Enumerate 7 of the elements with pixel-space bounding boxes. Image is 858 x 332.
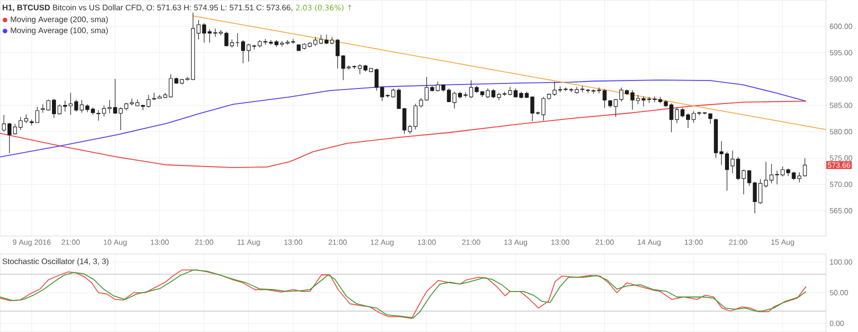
candlestick <box>614 98 618 118</box>
legend-label: Moving Average (100, sma) <box>10 27 108 35</box>
legend-label: Moving Average (200, sma) <box>10 16 108 24</box>
candlestick <box>35 106 40 124</box>
line-series <box>0 100 806 168</box>
chart-title: H1, BTCUSD Bitcoin vs US Dollar CFD, O: 571.63 H: 574.95 L: 571.51 C: 573.66, <box>2 4 292 12</box>
text: Stochastic Oscillator (14, 3, 3) <box>2 258 108 266</box>
